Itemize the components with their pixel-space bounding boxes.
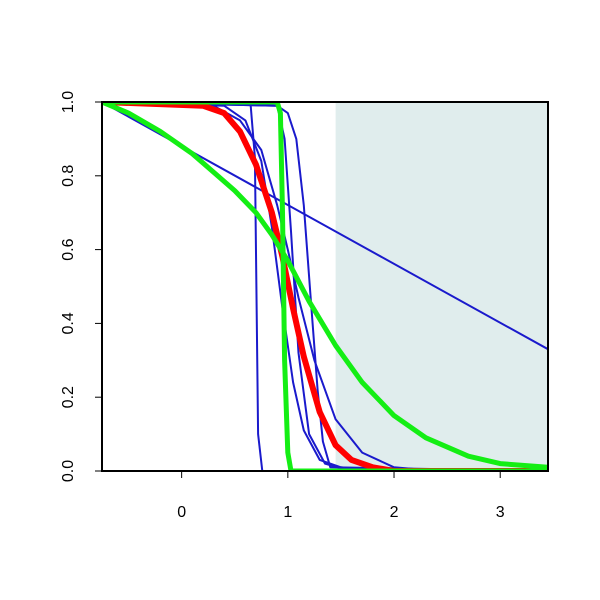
frame-layer bbox=[101, 101, 549, 472]
x-tick-label: 0 bbox=[177, 504, 186, 521]
series-line-8-green bbox=[102, 102, 548, 471]
shaded-region bbox=[335, 102, 548, 471]
plot-frame bbox=[101, 101, 549, 472]
x-tick-label: 1 bbox=[283, 504, 292, 521]
axes-layer: 0 1 2 3 0.0 0.2 0.4 0.6 0.8 1.0 bbox=[60, 91, 505, 521]
y-tick-label: 0.6 bbox=[60, 238, 77, 260]
y-tick-label: 0.8 bbox=[60, 165, 77, 187]
series-line-4-blue bbox=[102, 102, 548, 471]
series-layer bbox=[102, 102, 548, 471]
series-line-6-blue bbox=[102, 102, 548, 471]
series-line-9-green bbox=[102, 102, 548, 470]
y-tick-label: 0.4 bbox=[60, 312, 77, 334]
x-tick-label: 3 bbox=[496, 504, 505, 521]
series-line-7-red bbox=[102, 102, 548, 471]
y-tick-label: 0.2 bbox=[60, 386, 77, 408]
shaded-region-layer bbox=[335, 102, 548, 471]
x-tick-label: 2 bbox=[390, 504, 399, 521]
y-tick-label: 1.0 bbox=[60, 91, 77, 113]
y-tick-label: 0.0 bbox=[60, 460, 77, 482]
